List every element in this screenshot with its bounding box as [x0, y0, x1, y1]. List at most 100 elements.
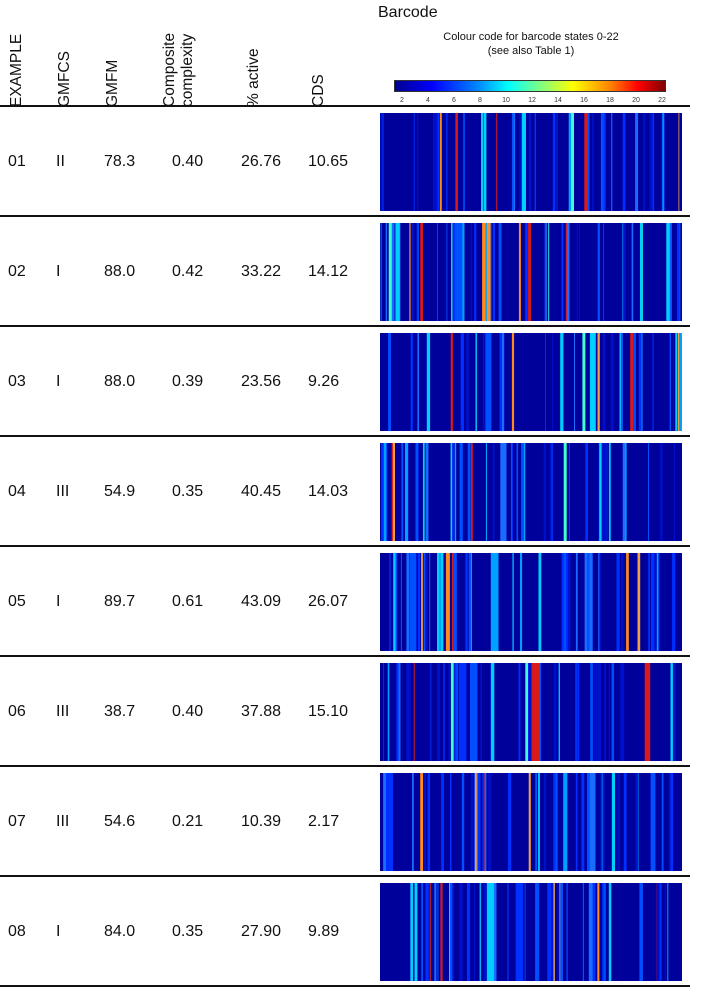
legend-tick: 4	[426, 97, 430, 104]
barcode-stripe	[528, 773, 531, 871]
barcode-stripe	[553, 663, 557, 761]
row-divider	[0, 545, 690, 547]
barcode-stripe	[552, 333, 554, 431]
gmfcs-cell: III	[56, 813, 70, 830]
barcode-stripe	[450, 773, 452, 871]
barcode-stripe	[678, 113, 680, 211]
barcode-stripe	[492, 223, 495, 321]
legend-tick: 2	[400, 97, 404, 104]
legend-tick: 8	[478, 97, 482, 104]
barcode-image	[380, 113, 682, 211]
barcode-stripe	[476, 773, 478, 871]
gmfm-cell: 88.0	[104, 373, 136, 390]
barcode-stripe	[660, 883, 662, 981]
barcode-stripe	[439, 113, 442, 211]
barcode-stripe	[582, 333, 586, 431]
barcode-stripe	[446, 223, 448, 321]
barcode-stripe	[538, 883, 540, 981]
header-composite-line2: complexity	[179, 33, 196, 107]
barcode-stripe	[611, 773, 615, 871]
barcode-stripe	[479, 883, 481, 981]
barcode-stripe	[470, 773, 474, 871]
barcode-stripe	[553, 883, 555, 981]
barcode-stripe	[450, 443, 454, 541]
legend-caption-line1: Colour code for barcode states 0-22	[443, 31, 619, 43]
barcode-image	[380, 663, 682, 761]
barcode-stripe	[445, 553, 450, 651]
barcode-stripe	[449, 883, 453, 981]
barcode-stripe	[620, 333, 623, 431]
barcode-stripe	[592, 883, 596, 981]
barcode-stripe	[468, 553, 472, 651]
legend-tick: 20	[632, 97, 640, 104]
header-gmfm-label: GMFM	[104, 59, 121, 107]
barcode-stripe	[622, 113, 626, 211]
header-percent-active: % active	[245, 48, 263, 107]
gmfm-cell: 84.0	[104, 923, 136, 940]
barcode-stripe	[635, 773, 638, 871]
barcode-stripe	[631, 223, 634, 321]
barcode-stripe	[623, 223, 626, 321]
barcode-stripe	[437, 113, 439, 211]
barcode-stripe	[389, 553, 391, 651]
barcode-stripe	[566, 883, 568, 981]
barcode-stripe	[430, 663, 432, 761]
cds-cell: 15.10	[308, 703, 349, 720]
barcode-stripe	[650, 773, 656, 871]
barcode-stripe	[673, 663, 676, 761]
barcode-stripe	[568, 113, 573, 211]
barcode-stripe	[470, 223, 473, 321]
barcode-stripe	[608, 443, 611, 541]
barcode-stripe	[597, 223, 600, 321]
barcode-stripe	[426, 333, 431, 431]
cds-cell: 26.07	[308, 593, 349, 610]
barcode-stripe	[608, 883, 612, 981]
barcode-stripe	[492, 443, 495, 541]
barcode-stripe	[454, 553, 457, 651]
barcode-stripe	[440, 883, 443, 981]
barcode-stripe	[597, 333, 600, 431]
barcode-stripe	[484, 773, 487, 871]
barcode-stripe	[460, 333, 464, 431]
barcode-stripe	[584, 113, 588, 211]
barcode-stripe	[589, 333, 596, 431]
header-divider	[0, 105, 690, 107]
barcode-stripe	[485, 223, 487, 321]
barcode-stripe	[652, 553, 655, 651]
barcode-stripe	[385, 223, 387, 321]
barcode-stripe	[571, 113, 574, 211]
barcode-stripe	[461, 773, 465, 871]
barcode-stripe	[616, 553, 620, 651]
barcode-image	[380, 333, 682, 431]
barcode-stripe	[406, 663, 411, 761]
example-cell: 04	[8, 483, 26, 500]
barcode-stripe	[531, 663, 540, 761]
barcode-stripe	[466, 883, 471, 981]
barcode-stripe	[617, 773, 620, 871]
barcode-stripe	[639, 883, 643, 981]
example-cell: 08	[8, 923, 26, 940]
barcode-stripe	[602, 113, 606, 211]
legend-tick: 10	[502, 97, 510, 104]
barcode-stripe	[548, 223, 550, 321]
header-gmfcs: GMFCS	[56, 51, 74, 107]
barcode-stripe	[670, 663, 673, 761]
barcode-stripe	[395, 223, 399, 321]
barcode-stripe	[640, 333, 643, 431]
barcode-stripe	[650, 113, 652, 211]
barcode-stripe	[590, 663, 593, 761]
barcode-stripe	[415, 443, 419, 541]
barcode-stripe	[449, 883, 450, 981]
barcode-background	[380, 773, 682, 871]
barcode-stripe	[443, 663, 445, 761]
legend-tick: 22	[658, 97, 666, 104]
barcode-stripe	[593, 663, 601, 761]
barcode-stripe	[418, 553, 421, 651]
barcode-stripe	[652, 333, 654, 431]
barcode-stripe	[557, 883, 559, 981]
barcode-stripe	[474, 773, 478, 871]
example-cell: 06	[8, 703, 26, 720]
barcode-stripe	[417, 333, 419, 431]
barcode-stripe	[401, 443, 404, 541]
barcode-stripe	[567, 553, 571, 651]
